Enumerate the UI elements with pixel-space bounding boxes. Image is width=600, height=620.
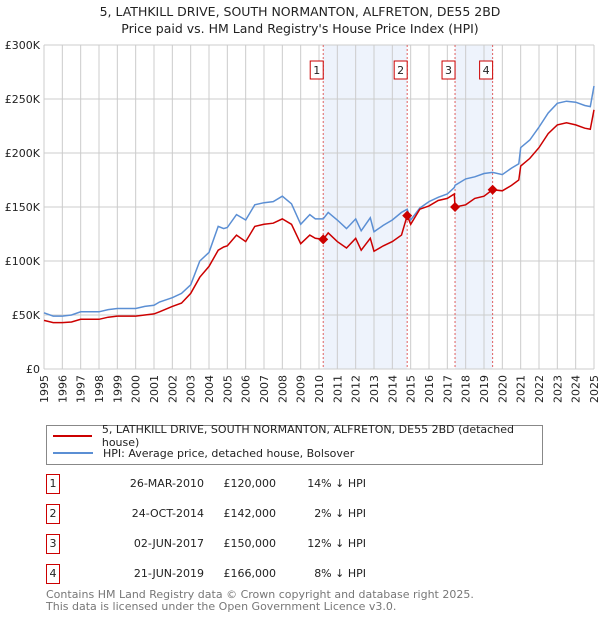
sale-date: 24-OCT-2014: [131, 507, 204, 520]
y-tick-label: £200K: [5, 147, 41, 160]
x-tick-label: 2003: [185, 375, 198, 403]
x-tick-label: 2008: [276, 375, 289, 403]
sale-label: 2: [397, 64, 404, 77]
x-tick-label: 2005: [221, 375, 234, 403]
sale-label-box: [479, 60, 494, 80]
x-tick-label: 1995: [38, 375, 51, 403]
sale-hpi-diff: 8% ↓ HPI: [314, 567, 366, 580]
sale-date: 21-JUN-2019: [133, 567, 204, 580]
x-tick-label: 1997: [75, 375, 88, 403]
x-tick-label: 2012: [350, 375, 363, 403]
footer-licence: This data is licensed under the Open Gov…: [46, 600, 397, 613]
x-tick-label: 2019: [478, 375, 491, 403]
sale-label-box: [393, 60, 408, 80]
sale-label: 4: [483, 64, 490, 77]
chart-subtitle: Price paid vs. HM Land Registry's House …: [121, 21, 479, 36]
x-tick-label: 2022: [533, 375, 546, 403]
sale-number: 1: [46, 474, 60, 494]
x-tick-label: 2007: [258, 375, 271, 403]
sale-label-box: [309, 60, 324, 80]
x-tick-label: 2015: [405, 375, 418, 403]
sale-point: [450, 202, 461, 212]
sale-point: [402, 210, 413, 221]
x-tick-label: 2006: [240, 375, 253, 403]
sale-number: 4: [46, 564, 60, 584]
x-tick-label: 1999: [111, 375, 124, 403]
legend-item-hpi: HPI: Average price, detached house, Bols…: [53, 445, 354, 461]
legend-item-property: 5, LATHKILL DRIVE, SOUTH NORMANTON, ALFR…: [53, 423, 542, 449]
sale-label-box: [441, 60, 456, 80]
x-tick-label: 2009: [295, 375, 308, 403]
sale-date: 02-JUN-2017: [133, 537, 204, 550]
x-tick-label: 2017: [441, 375, 454, 403]
sale-hpi-diff: 2% ↓ HPI: [314, 507, 366, 520]
series-line-property: [43, 109, 595, 324]
x-tick-label: 1996: [56, 375, 69, 403]
x-tick-label: 2010: [313, 375, 326, 403]
sale-label: 3: [445, 64, 452, 77]
x-tick-label: 2002: [166, 375, 179, 403]
sale-price: £150,000: [223, 537, 277, 550]
sale-label: 1: [313, 64, 320, 77]
legend-swatch-property: [53, 435, 92, 437]
x-tick-label: 2016: [423, 375, 436, 403]
sale-hpi-diff: 12% ↓ HPI: [307, 537, 366, 550]
y-tick-label: £250K: [5, 93, 41, 106]
y-tick-label: £300K: [5, 39, 41, 52]
legend-label: HPI: Average price, detached house, Bols…: [103, 446, 355, 460]
x-tick-label: 2018: [460, 375, 473, 403]
sale-point: [318, 234, 329, 245]
y-tick-label: £50K: [12, 309, 41, 322]
sale-hpi-diff: 14% ↓ HPI: [307, 477, 366, 490]
x-tick-label: 2004: [203, 375, 216, 403]
x-tick-label: 2025: [588, 375, 600, 403]
series-line-hpi: [43, 85, 595, 317]
legend: 5, LATHKILL DRIVE, SOUTH NORMANTON, ALFR…: [46, 423, 543, 465]
x-tick-label: 2024: [570, 375, 583, 403]
legend-label: 5, LATHKILL DRIVE, SOUTH NORMANTON, ALFR…: [101, 423, 514, 449]
sale-price: £120,000: [223, 477, 277, 490]
x-tick-label: 2011: [331, 375, 344, 403]
sale-price: £166,000: [223, 567, 277, 580]
y-tick-label: £0: [26, 363, 40, 376]
legend-swatch-hpi: [53, 452, 93, 454]
x-tick-label: 2020: [496, 375, 509, 403]
y-tick-label: £100K: [5, 255, 41, 268]
x-tick-label: 1998: [93, 375, 106, 403]
x-tick-label: 2021: [515, 375, 528, 403]
x-tick-label: 2014: [386, 375, 399, 403]
sale-date: 26-MAR-2010: [129, 477, 204, 490]
footer-copyright: Contains HM Land Registry data © Crown c…: [46, 588, 474, 601]
x-tick-label: 2000: [130, 375, 143, 403]
sale-number: 2: [46, 504, 60, 524]
x-tick-label: 2023: [551, 375, 564, 403]
x-tick-label: 2001: [148, 375, 161, 403]
y-tick-label: £150K: [5, 201, 41, 214]
sale-number: 3: [46, 534, 60, 554]
chart-title: 5, LATHKILL DRIVE, SOUTH NORMANTON, ALFR…: [99, 4, 501, 19]
x-tick-label: 2013: [368, 375, 381, 403]
sale-price: £142,000: [223, 507, 277, 520]
sale-point: [487, 184, 498, 195]
price-chart: 1995 1996 1997 1998 1999 2000 2001 2002 2003 2004…: [5, 39, 600, 403]
